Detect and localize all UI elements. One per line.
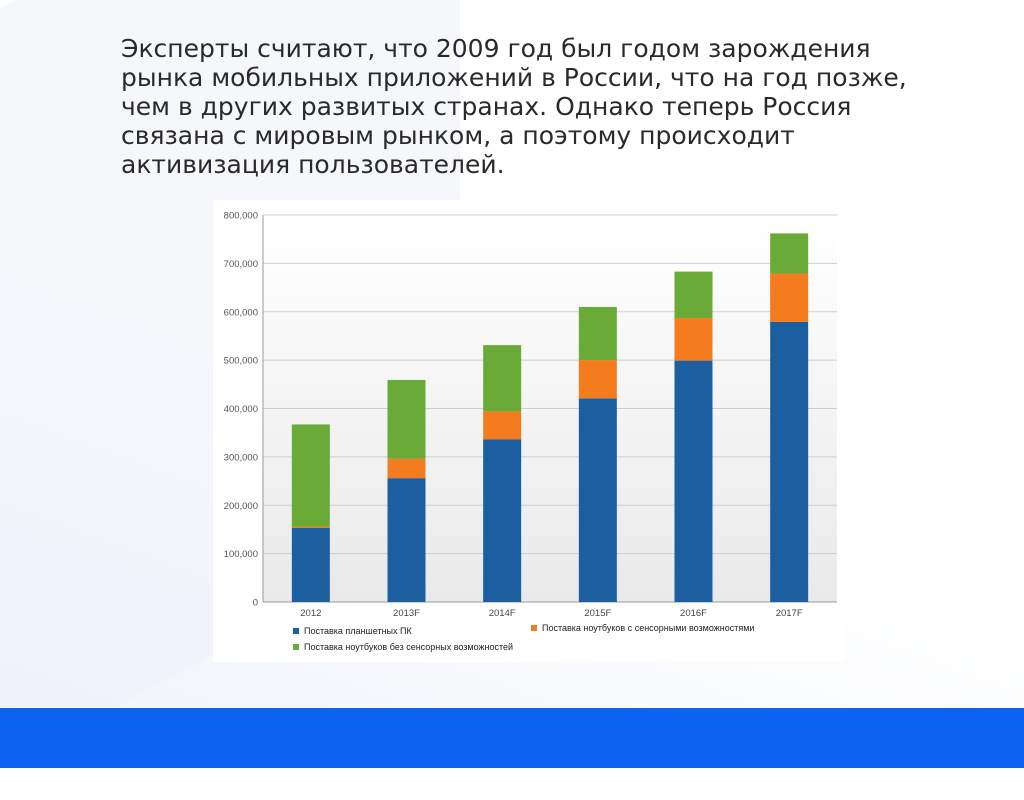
slide-text-line: Эксперты считают, что 2009 год был годом… [121,34,871,63]
bar-segment [770,273,809,322]
bar-segment [387,458,426,479]
x-tick-label: 2015F [584,608,611,619]
bar-segment [770,233,809,274]
x-tick-label: 2016F [680,608,707,619]
x-tick-label: 2012 [300,608,321,619]
slide-text-line: чем в других развитых странах. Однако те… [121,92,852,121]
legend-swatch [293,628,299,634]
y-tick-label: 300,000 [224,452,258,463]
legend-swatch [293,644,299,650]
slide-text: Эксперты считают, что 2009 год был годом… [121,34,981,179]
bar-segment [578,306,617,361]
bar-segment [674,318,713,361]
bar-segment [387,478,426,602]
legend-label: Поставка планшетных ПК [304,626,412,636]
y-tick-label: 800,000 [224,211,258,222]
bar-segment [770,321,809,602]
y-tick-label: 600,000 [224,307,258,318]
bar-segment [578,398,617,602]
x-tick-label: 2014F [489,608,516,619]
bar-segment [291,424,330,527]
y-tick-label: 200,000 [224,501,258,512]
y-tick-label: 500,000 [224,356,258,367]
y-tick-label: 700,000 [224,259,258,270]
legend-swatch [531,625,537,631]
footer-bar [0,708,1024,768]
y-tick-label: 0 [253,598,258,609]
bar-segment [483,439,522,602]
legend-label: Поставка ноутбуков с сенсорными возможно… [542,623,754,633]
legend-label: Поставка ноутбуков без сенсорных возможн… [304,642,513,652]
bar-segment [387,379,426,459]
bar-segment [291,527,330,602]
slide-text-line: рынка мобильных приложений в России, что… [121,63,907,92]
chart-panel: 0 100,000 200,000 300,000 400,000 500,000 600,… [213,200,844,662]
bar-segment [578,360,617,399]
y-tick-label: 100,000 [224,549,258,560]
slide-text-line: активизация пользователей. [121,150,505,179]
y-tick-label: 400,000 [224,404,258,415]
bar-segment [291,526,330,528]
x-tick-label: 2013F [393,608,420,619]
x-tick-label: 2017F [776,608,803,619]
stacked-bar-chart: 0 100,000 200,000 300,000 400,000 500,000 600,… [224,211,837,652]
bar-segment [483,411,522,440]
bar-segment [674,271,713,319]
bar-segment [674,360,713,602]
slide-text-line: связана с мировым рынком, а поэтому прои… [121,121,795,150]
bar-segment [483,345,522,412]
